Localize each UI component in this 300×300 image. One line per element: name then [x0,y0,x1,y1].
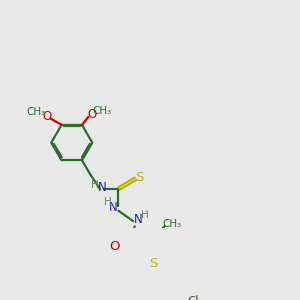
Text: H: H [91,180,99,190]
Text: N: N [109,201,118,214]
Text: O: O [88,108,97,121]
Text: CH₃: CH₃ [92,106,112,116]
Text: N: N [98,181,106,194]
Text: Cl: Cl [188,295,199,300]
Text: S: S [135,171,144,184]
Text: N: N [134,213,143,226]
Text: O: O [43,110,52,123]
Text: H: H [104,197,112,207]
Text: O: O [109,240,120,253]
Text: S: S [149,257,158,270]
Text: CH₃: CH₃ [163,219,182,229]
Text: H: H [141,210,148,220]
Text: CH₃: CH₃ [26,107,46,117]
